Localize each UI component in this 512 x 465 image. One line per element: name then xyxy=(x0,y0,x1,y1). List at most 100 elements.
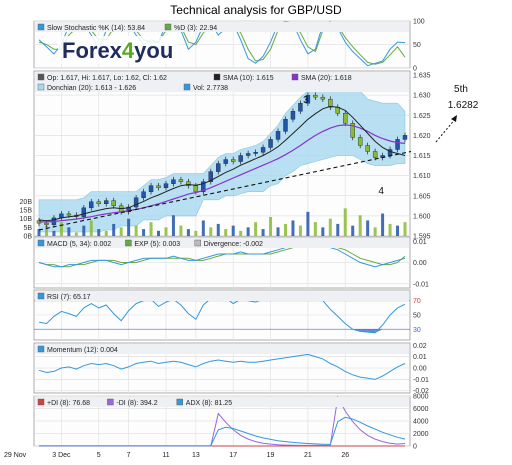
price-legend-bar xyxy=(35,82,409,92)
volume-bar xyxy=(336,223,340,236)
forex4you-logo: Forex4you xyxy=(58,36,178,64)
volume-bar xyxy=(313,222,317,236)
candle-body xyxy=(186,181,191,186)
volume-bar xyxy=(157,230,161,236)
macd-legend-label: EXP (5): 0.003 xyxy=(134,241,180,248)
price-tick-label: 1.610 xyxy=(413,173,431,180)
volume-bar xyxy=(112,223,116,236)
candle-body xyxy=(141,191,146,198)
price-tick-label: 1.605 xyxy=(413,193,431,200)
candle-body xyxy=(89,201,94,209)
candle-body xyxy=(365,145,370,152)
candle-body xyxy=(208,171,213,182)
candle-body xyxy=(395,139,400,150)
volume-bar xyxy=(239,230,243,236)
price-legend-bar xyxy=(35,72,409,82)
volume-bar xyxy=(104,230,108,236)
adx-tick-label: 2000 xyxy=(413,431,429,438)
price-legend-label: Vol: 2.7738 xyxy=(193,85,228,92)
volume-bar xyxy=(67,227,71,236)
volume-bar xyxy=(224,229,228,236)
momentum-legend-bar xyxy=(35,344,409,354)
volume-bar xyxy=(328,218,332,236)
candle-body xyxy=(268,139,273,148)
x-axis-tick-label: 5 xyxy=(97,452,101,459)
price-legend-label: Donchian (20): 1.613 - 1.626 xyxy=(47,85,136,92)
volume-bar xyxy=(82,225,86,236)
x-axis-tick-label: 17 xyxy=(229,452,237,459)
candle-body xyxy=(216,163,221,172)
candle-body xyxy=(253,152,258,154)
volume-bar xyxy=(171,215,175,236)
macd-legend-swatch xyxy=(37,239,45,247)
x-axis-tick-label: 21 xyxy=(304,452,312,459)
candle-body xyxy=(66,213,72,216)
price-legend-swatch xyxy=(37,73,45,81)
volume-bar xyxy=(59,222,63,236)
volume-bar xyxy=(52,230,56,236)
volume-bar xyxy=(74,232,78,236)
momentum-tick-label: 0.00 xyxy=(413,366,427,373)
volume-bar xyxy=(194,230,198,236)
x-axis-tick-label: 13 xyxy=(192,452,200,459)
volume-bar xyxy=(269,217,273,236)
price-tick-label: 1.635 xyxy=(413,73,431,80)
support-trendline xyxy=(38,150,412,231)
volume-tick-label: 10B xyxy=(20,216,33,223)
rsi-tick-label: 50 xyxy=(413,313,421,320)
volume-bar xyxy=(164,227,168,236)
sma10-line xyxy=(38,105,406,222)
volume-bar xyxy=(119,227,123,236)
candle-body xyxy=(238,155,243,162)
target-price-label: 1.6282 xyxy=(448,100,479,111)
volume-bar xyxy=(298,225,302,236)
price-tick-label: 1.620 xyxy=(413,133,431,140)
candle-body xyxy=(350,123,355,138)
price-legend-swatch xyxy=(183,83,191,91)
candle-body xyxy=(275,131,281,140)
candle-body xyxy=(320,96,326,100)
volume-bar xyxy=(358,215,362,236)
stochastic-legend-label: Slow Stochastic %K (14): 53.84 xyxy=(47,25,145,32)
volume-bar xyxy=(44,225,48,236)
candle-body xyxy=(260,147,266,153)
price-panel: 1.635 1.630 1.625 1.620 1.615 1.610 1.605 1.600… xyxy=(20,70,431,241)
adx-tick-label: 0 xyxy=(413,444,417,451)
stochastic-legend-swatch xyxy=(37,23,45,31)
volume-bar xyxy=(97,229,101,236)
volume-bar xyxy=(343,208,347,236)
volume-tick-label: 0B xyxy=(23,234,32,241)
wave-4-label: 4 xyxy=(378,186,384,197)
candle-body xyxy=(231,159,236,162)
stochastic-tick-label: 50 xyxy=(413,42,421,49)
macd-panel: 0.01 0.00 -0.01 MACD (5, 34): 0.002 EXP (5):… xyxy=(33,236,429,289)
candle-body xyxy=(313,94,318,98)
volume-bar xyxy=(37,229,41,236)
rsi-oversold-area xyxy=(375,329,383,333)
candle-body xyxy=(305,94,311,104)
candle-body xyxy=(104,200,109,205)
candle-body xyxy=(201,181,206,192)
volume-bar xyxy=(209,227,213,236)
price-tick-label: 1.625 xyxy=(413,113,431,120)
price-legend-label: SMA (10): 1.615 xyxy=(223,75,274,82)
adx-panel: 8000 6000 4000 2000 0 +DI (8): 76.68 -DI (8): … xyxy=(33,394,429,451)
momentum-tick-label: -0.01 xyxy=(413,377,429,384)
x-axis-tick-label: 29 Nov xyxy=(4,452,27,459)
candle-body xyxy=(372,151,378,158)
price-legend-label: SMA (20): 1.618 xyxy=(301,75,352,82)
macd-legend-label: Divergence: -0.002 xyxy=(204,241,263,248)
volume-bar xyxy=(231,225,235,236)
candle-body xyxy=(111,200,116,207)
wave-3-label: 3 xyxy=(303,95,309,106)
volume-bar xyxy=(179,225,183,236)
volume-bar xyxy=(261,229,265,236)
macd-tick-label: 0.01 xyxy=(413,239,427,246)
sma20-line xyxy=(39,124,406,223)
candle-body xyxy=(283,119,288,132)
x-axis-tick-label: 11 xyxy=(162,452,169,459)
price-legend-swatch xyxy=(291,73,299,81)
volume-bar xyxy=(321,227,325,236)
x-axis-tick-label: 26 xyxy=(341,452,349,459)
donchian-band xyxy=(38,90,406,233)
